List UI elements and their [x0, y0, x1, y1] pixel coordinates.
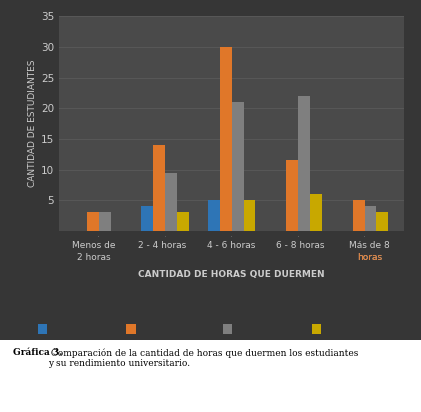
Text: CANTIDAD DE HORAS QUE DUERMEN: CANTIDAD DE HORAS QUE DUERMEN: [138, 270, 325, 279]
Bar: [141, 206, 153, 231]
Bar: [165, 173, 177, 231]
Bar: [99, 212, 111, 231]
Bar: [298, 96, 310, 231]
Text: 2 horas: 2 horas: [77, 253, 110, 262]
Text: Gráfica 3.: Gráfica 3.: [13, 348, 62, 357]
Bar: [352, 200, 365, 231]
Bar: [310, 194, 322, 231]
Bar: [208, 200, 220, 231]
Bar: [153, 145, 165, 231]
Bar: [177, 212, 189, 231]
Text: Comparación de la cantidad de horas que duermen los estudiantes
y su rendimiento: Comparación de la cantidad de horas que …: [48, 348, 359, 368]
Bar: [87, 212, 99, 231]
Text: Más de 8: Más de 8: [349, 241, 390, 250]
Bar: [232, 102, 243, 231]
Text: Menos de: Menos de: [72, 241, 115, 250]
Text: horas: horas: [357, 253, 382, 262]
Bar: [243, 200, 256, 231]
Bar: [286, 160, 298, 231]
Text: horas: horas: [357, 253, 382, 262]
Y-axis label: CANTIDAD DE ESTUDIANTES: CANTIDAD DE ESTUDIANTES: [28, 60, 37, 187]
Text: 4 - 6 horas: 4 - 6 horas: [208, 241, 256, 250]
Text: 6 - 8 horas: 6 - 8 horas: [276, 241, 325, 250]
Text: 2 - 4 horas: 2 - 4 horas: [139, 241, 187, 250]
Bar: [365, 206, 376, 231]
Bar: [220, 47, 232, 231]
Bar: [376, 212, 389, 231]
